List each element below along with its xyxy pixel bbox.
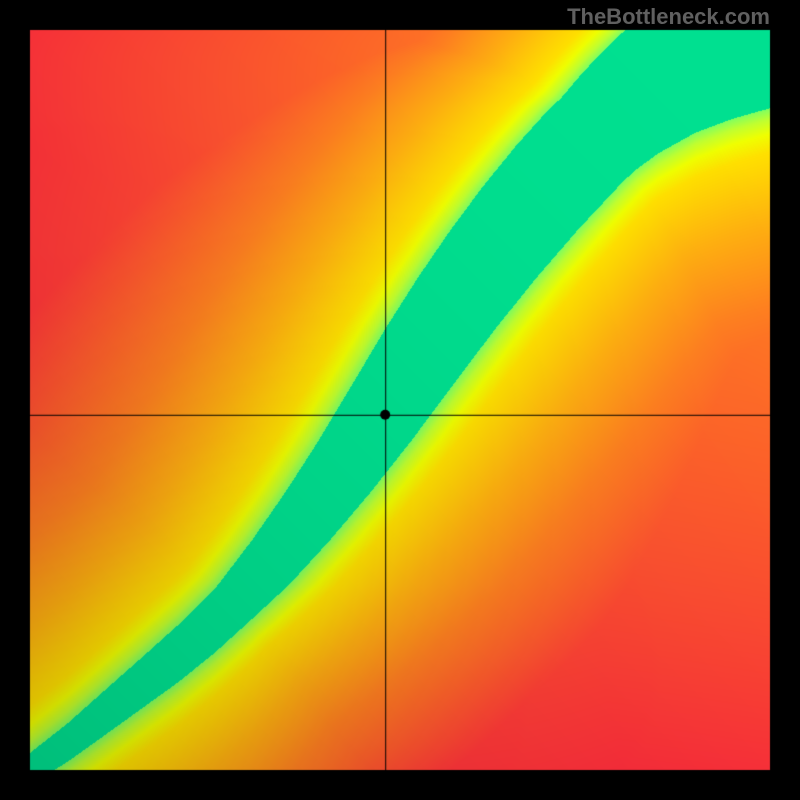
bottleneck-heatmap (0, 0, 800, 800)
watermark-text: TheBottleneck.com (567, 4, 770, 30)
